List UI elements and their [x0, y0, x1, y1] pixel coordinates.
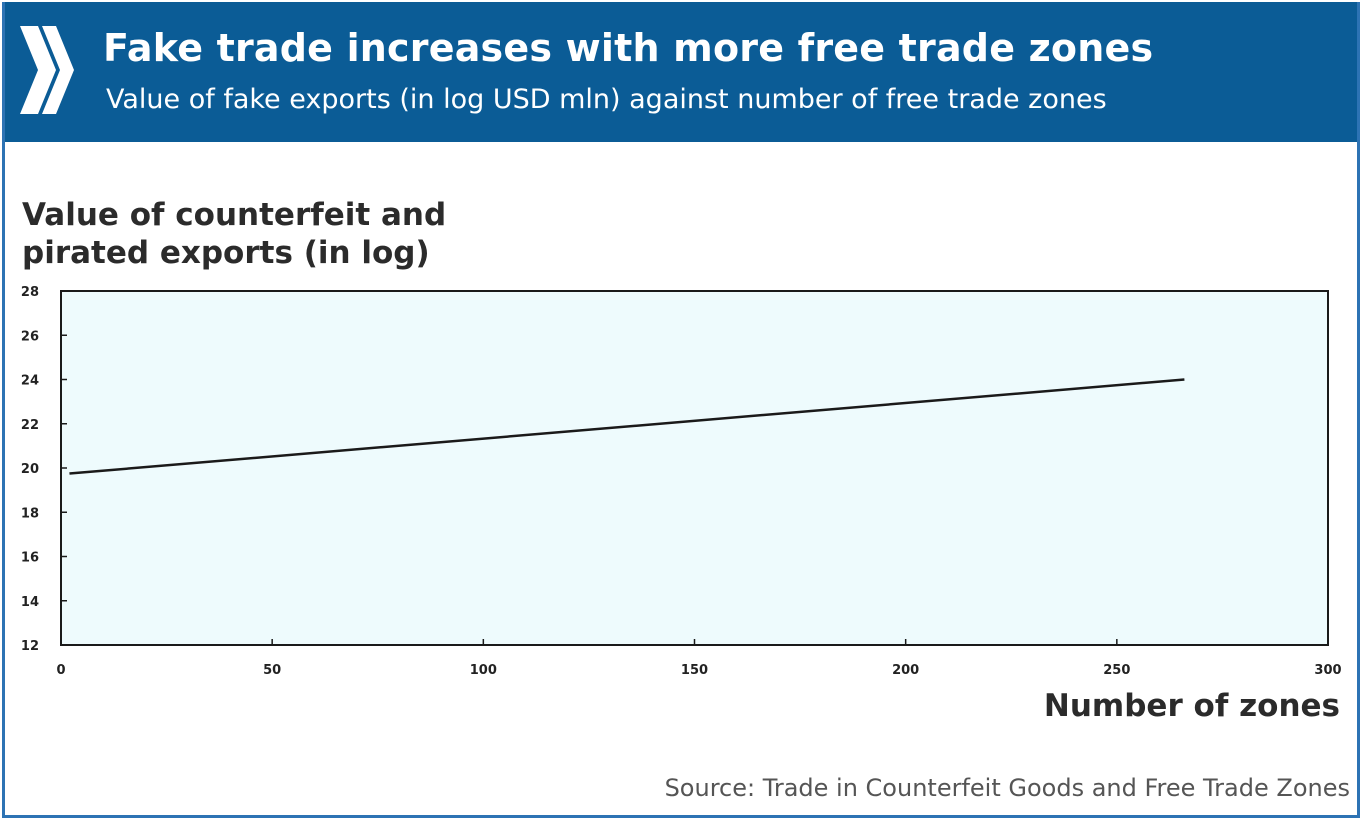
chart-title: Fake trade increases with more free trad…	[103, 26, 1154, 70]
x-tick-label: 0	[56, 663, 65, 678]
x-tick-label: 100	[470, 663, 497, 678]
plot-area	[60, 290, 1329, 646]
y-axis-label-line-1: Value of counterfeit and	[22, 197, 447, 233]
y-tick-label: 16	[21, 551, 39, 566]
x-tick-label: 200	[892, 663, 919, 678]
y-tick-label: 12	[21, 639, 39, 654]
series-line-0	[69, 378, 1185, 475]
x-tick-label: 300	[1314, 663, 1341, 678]
y-tick-label: 18	[21, 506, 39, 521]
y-tick-label: 22	[21, 418, 39, 433]
y-tick-label: 20	[21, 462, 39, 477]
x-tick-label: 250	[1103, 663, 1130, 678]
double-chevron-icon	[20, 26, 74, 114]
x-tick-label: 50	[263, 663, 281, 678]
y-tick-label: 24	[21, 374, 39, 389]
x-axis-label: Number of zones	[1043, 688, 1340, 724]
x-tick-label: 150	[681, 663, 708, 678]
y-tick-label: 14	[21, 595, 39, 610]
y-axis-label: Value of counterfeit and pirated exports…	[22, 196, 446, 272]
y-tick-label: 26	[21, 329, 39, 344]
header-banner	[2, 2, 1360, 142]
y-tick-label: 28	[21, 285, 39, 300]
y-axis-label-line-2: pirated exports (in log)	[22, 235, 430, 271]
source-note: Source: Trade in Counterfeit Goods and F…	[664, 774, 1350, 802]
chart-subtitle: Value of fake exports (in log USD mln) a…	[106, 84, 1107, 115]
